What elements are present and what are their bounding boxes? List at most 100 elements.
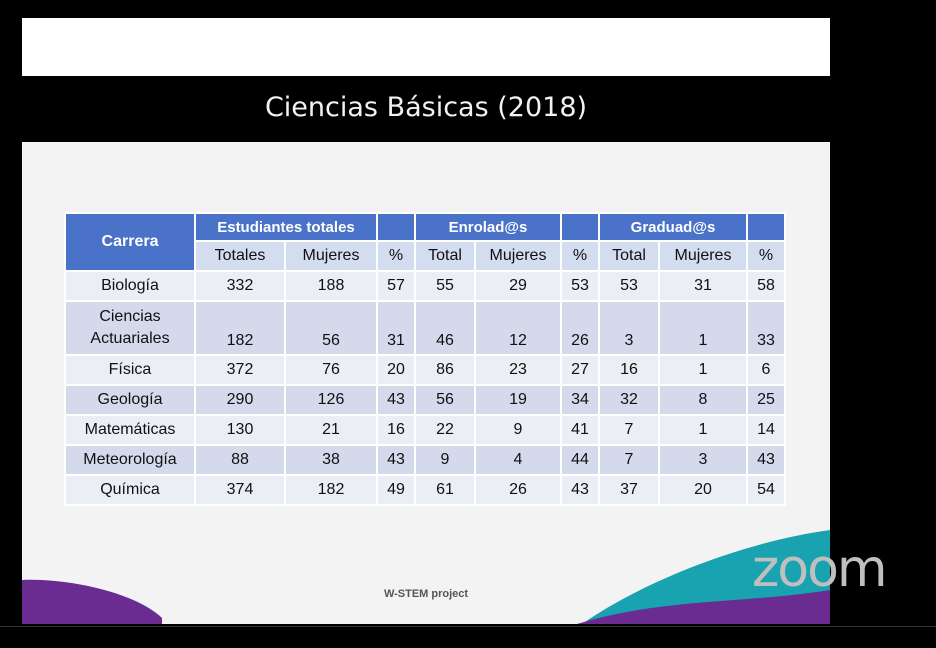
cell: 76 — [284, 354, 378, 386]
bottom-divider — [0, 626, 936, 627]
table-row: Geología 290 126 43 56 19 34 32 8 25 — [64, 384, 786, 416]
bottom-bar — [0, 624, 936, 648]
row-label: Geología — [64, 384, 196, 416]
slide-decoration — [22, 530, 830, 624]
cell: 3 — [658, 444, 748, 476]
cell: 9 — [414, 444, 476, 476]
row-label: Meteorología — [64, 444, 196, 476]
cell: 32 — [598, 384, 660, 416]
cell: 26 — [474, 474, 562, 506]
cell: 46 — [414, 300, 476, 356]
cell: 61 — [414, 474, 476, 506]
cell: 3 — [598, 300, 660, 356]
subheader: Mujeres — [284, 240, 378, 272]
cell: 9 — [474, 414, 562, 446]
slide-footer: W-STEM project — [383, 588, 469, 600]
slide-title: Ciencias Básicas (2018) — [264, 92, 588, 123]
cell: 31 — [658, 270, 748, 302]
table-row: Biología 332 188 57 55 29 53 53 31 58 — [64, 270, 786, 302]
cell: 38 — [284, 444, 378, 476]
zoom-logo: zoom — [752, 539, 888, 599]
cell: 1 — [658, 354, 748, 386]
group-header-enrolados: Enrolad@s — [414, 212, 562, 242]
subheader: Totales — [194, 240, 286, 272]
cell: 43 — [376, 384, 416, 416]
row-label: Química — [64, 474, 196, 506]
cell: 290 — [194, 384, 286, 416]
cell: 37 — [598, 474, 660, 506]
cell: 26 — [560, 300, 600, 356]
cell: 16 — [598, 354, 660, 386]
row-label: Ciencias Actuariales — [64, 300, 196, 356]
cell: 34 — [560, 384, 600, 416]
data-table: Carrera Estudiantes totales Enrolad@s Gr… — [64, 212, 786, 506]
cell: 49 — [376, 474, 416, 506]
group-header-graduados: Graduad@s — [598, 212, 748, 242]
cell: 1 — [658, 300, 748, 356]
cell: 56 — [284, 300, 378, 356]
table-row: Química 374 182 49 61 26 43 37 20 54 — [64, 474, 786, 506]
cell: 29 — [474, 270, 562, 302]
cell: 20 — [658, 474, 748, 506]
cell: 53 — [560, 270, 600, 302]
subheader-row: Totales Mujeres % Total Mujeres % Total … — [65, 240, 786, 272]
slide: Carrera Estudiantes totales Enrolad@s Gr… — [22, 142, 830, 624]
cell: 188 — [284, 270, 378, 302]
subheader: % — [746, 240, 786, 272]
cell: 1 — [658, 414, 748, 446]
subheader: Total — [414, 240, 476, 272]
cell: 7 — [598, 414, 660, 446]
cell: 41 — [560, 414, 600, 446]
cell: 372 — [194, 354, 286, 386]
group-header-spacer — [376, 212, 416, 242]
cell: 44 — [560, 444, 600, 476]
table-row: Ciencias Actuariales 182 56 31 46 12 26 … — [64, 300, 786, 356]
purple-wave-left — [22, 579, 162, 624]
cell: 55 — [414, 270, 476, 302]
cell: 31 — [376, 300, 416, 356]
table-row: Meteorología 88 38 43 9 4 44 7 3 43 — [64, 444, 786, 476]
table-row: Física 372 76 20 86 23 27 16 1 6 — [64, 354, 786, 386]
subheader: Total — [598, 240, 660, 272]
row-label-line: Actuariales — [90, 330, 170, 347]
subheader: % — [560, 240, 600, 272]
cell: 126 — [284, 384, 378, 416]
cell: 86 — [414, 354, 476, 386]
row-label-line: Ciencias — [99, 308, 161, 325]
cell: 8 — [658, 384, 748, 416]
group-header-estudiantes: Estudiantes totales — [194, 212, 378, 242]
cell: 14 — [746, 414, 786, 446]
cell: 6 — [746, 354, 786, 386]
cell: 33 — [746, 300, 786, 356]
cell: 332 — [194, 270, 286, 302]
cell: 43 — [746, 444, 786, 476]
cell: 88 — [194, 444, 286, 476]
cell: 374 — [194, 474, 286, 506]
table-row: Matemáticas 130 21 16 22 9 41 7 1 14 — [64, 414, 786, 446]
top-slide-strip — [22, 18, 830, 76]
cell: 130 — [194, 414, 286, 446]
subheader: Mujeres — [658, 240, 748, 272]
cell: 182 — [284, 474, 378, 506]
cell: 16 — [376, 414, 416, 446]
corner-header: Carrera — [64, 212, 196, 272]
cell: 19 — [474, 384, 562, 416]
cell: 43 — [376, 444, 416, 476]
cell: 54 — [746, 474, 786, 506]
row-label: Matemáticas — [64, 414, 196, 446]
cell: 56 — [414, 384, 476, 416]
cell: 25 — [746, 384, 786, 416]
cell: 53 — [598, 270, 660, 302]
cell: 43 — [560, 474, 600, 506]
purple-wave-right — [577, 590, 830, 624]
subheader: Mujeres — [474, 240, 562, 272]
cell: 57 — [376, 270, 416, 302]
cell: 22 — [414, 414, 476, 446]
cell: 20 — [376, 354, 416, 386]
group-header-spacer — [746, 212, 786, 242]
cell: 7 — [598, 444, 660, 476]
cell: 21 — [284, 414, 378, 446]
cell: 58 — [746, 270, 786, 302]
cell: 23 — [474, 354, 562, 386]
row-label: Biología — [64, 270, 196, 302]
